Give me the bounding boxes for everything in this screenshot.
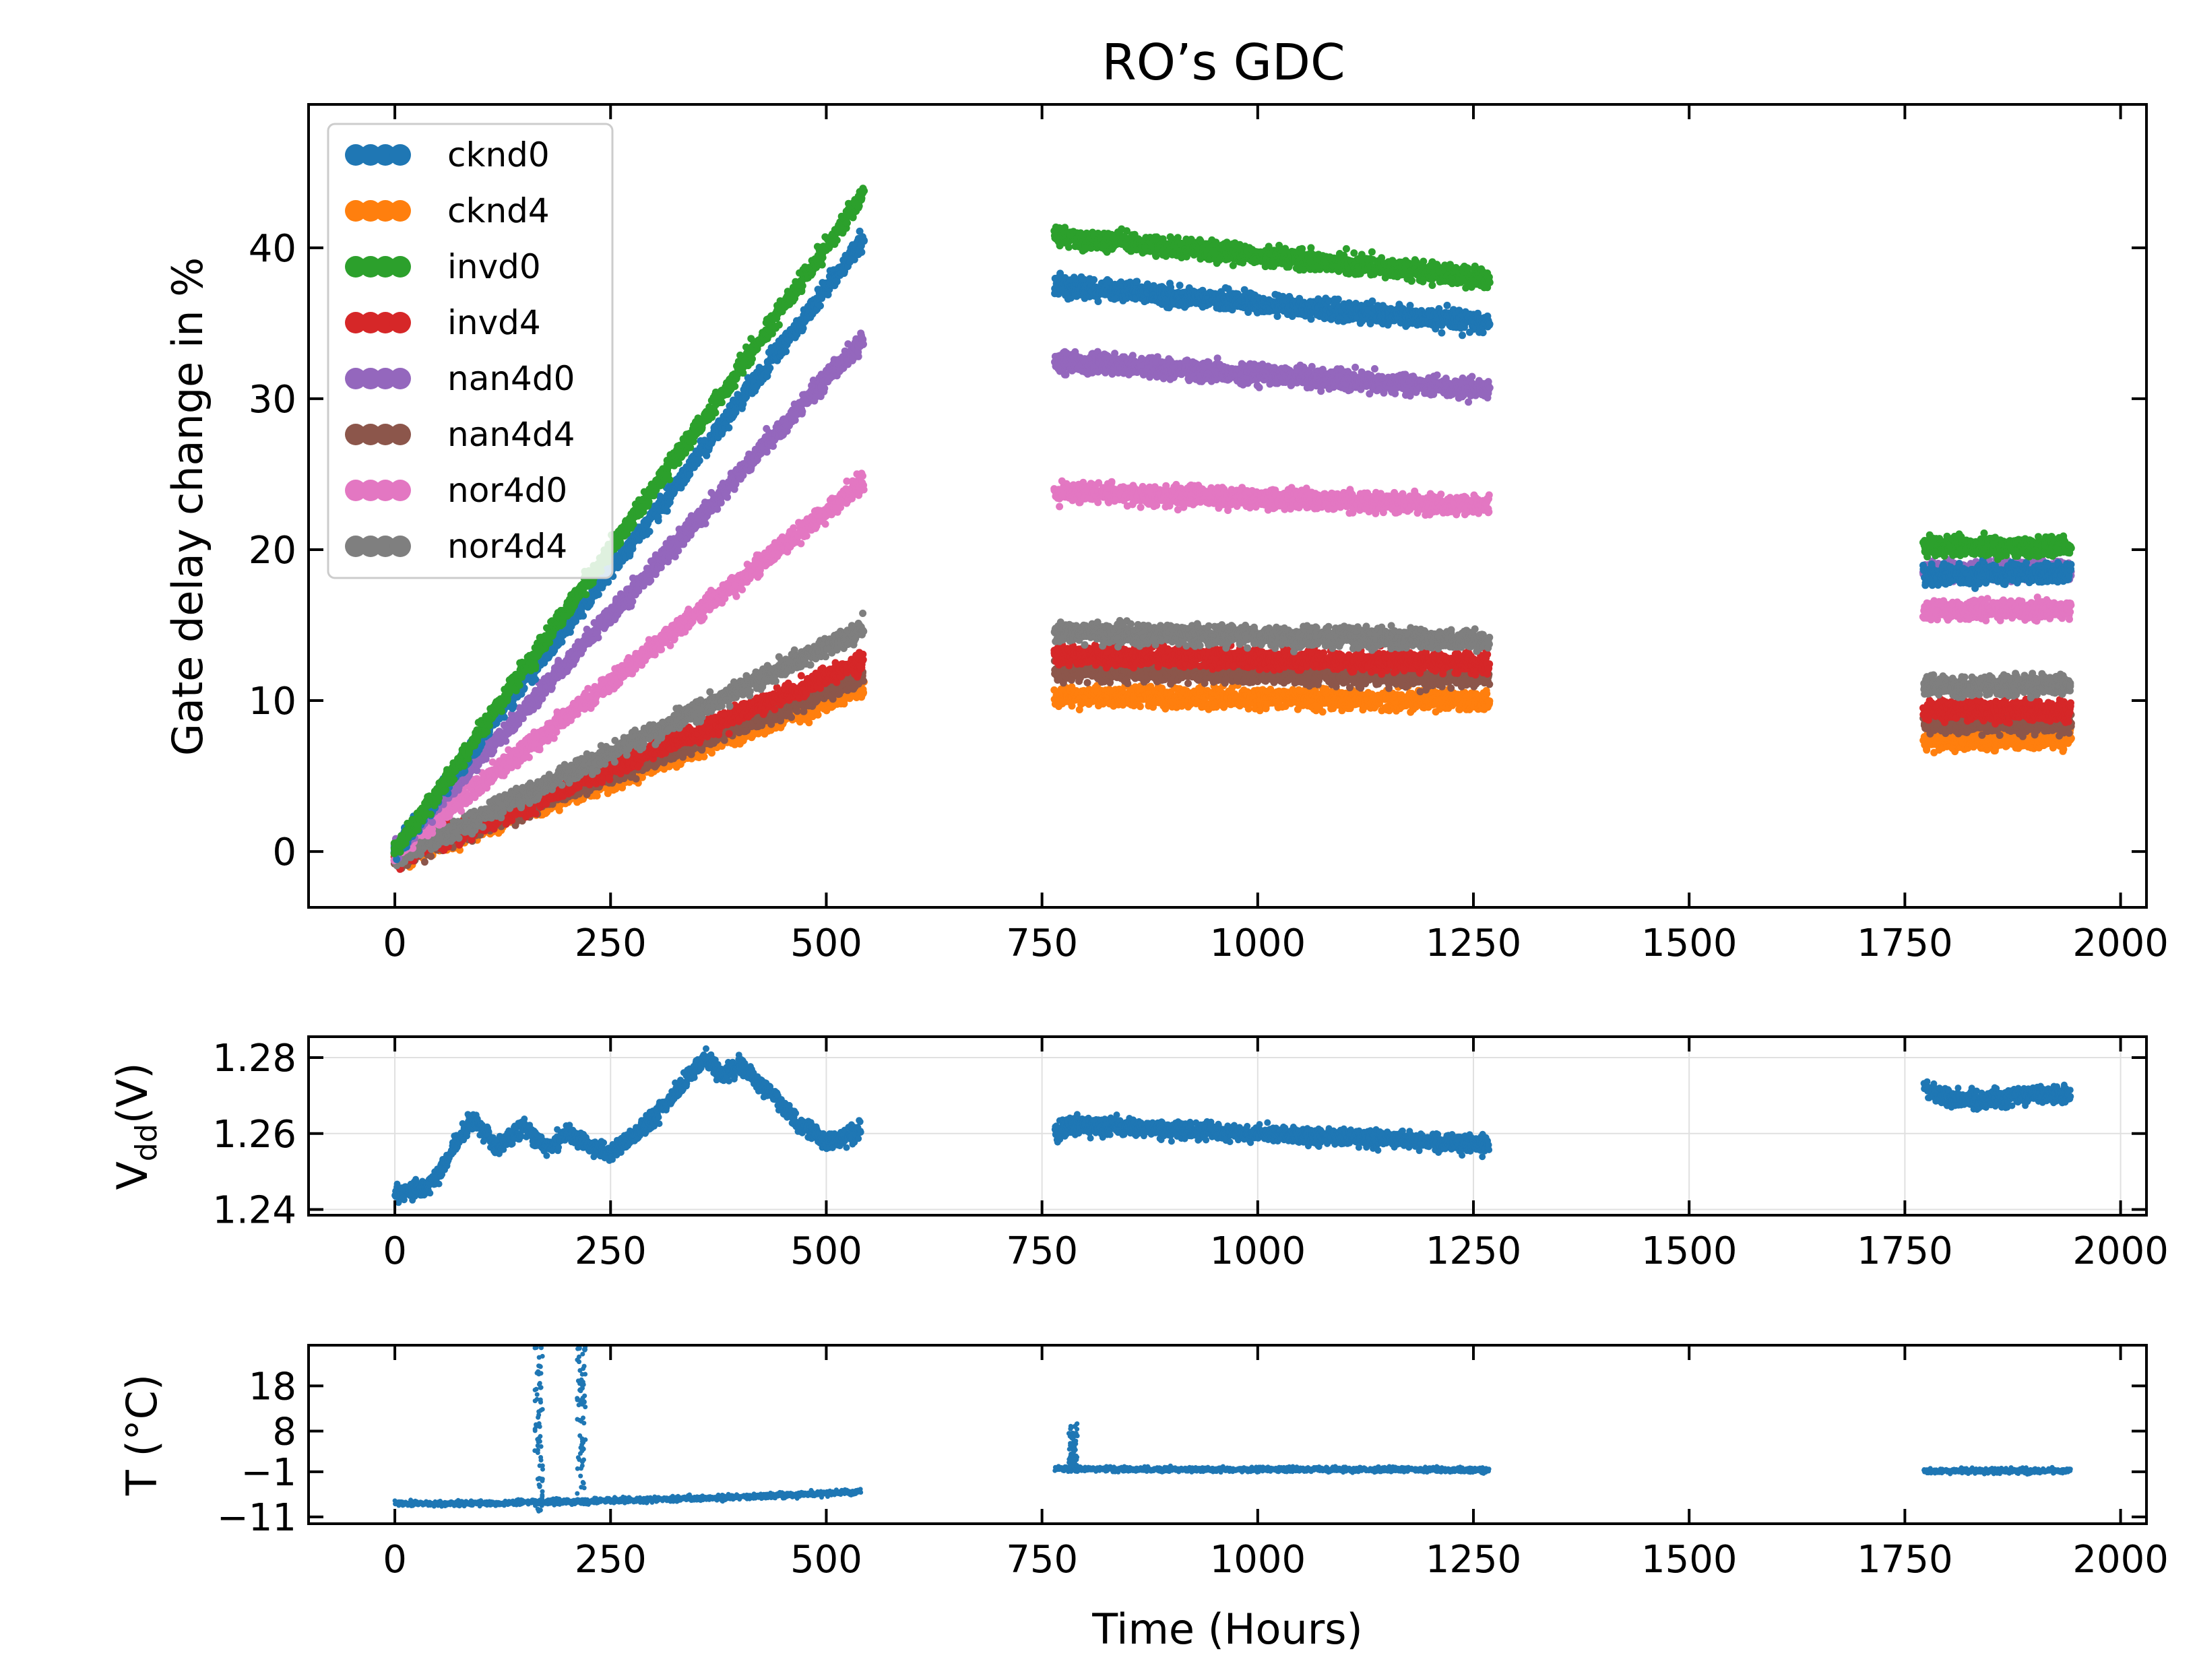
data-point-cknd4	[1483, 687, 1490, 694]
data-point-cknd4	[815, 711, 822, 719]
data-point-nan4d4	[698, 746, 705, 754]
data-point-cknd4	[1137, 703, 1144, 710]
data-point-nan4d4	[421, 858, 428, 866]
data-point-cknd4	[1486, 697, 1493, 705]
data-point-cknd4	[860, 689, 867, 697]
data-point-nan4d4	[794, 707, 801, 715]
data-point-cknd4	[1319, 708, 1327, 715]
data-point-nan4d4	[1084, 679, 1091, 686]
data-point-nan4d4	[633, 775, 640, 783]
data-point-nan4d4	[1184, 680, 1192, 687]
data-point-nan4d4	[788, 713, 795, 721]
data-point-nan4d4	[1124, 680, 1131, 687]
data-point-nan4d4	[860, 677, 867, 684]
data-point-nan4d4	[427, 853, 435, 860]
chart-title: RO’s GDC	[1102, 34, 1345, 92]
data-point-cknd4	[701, 753, 708, 761]
